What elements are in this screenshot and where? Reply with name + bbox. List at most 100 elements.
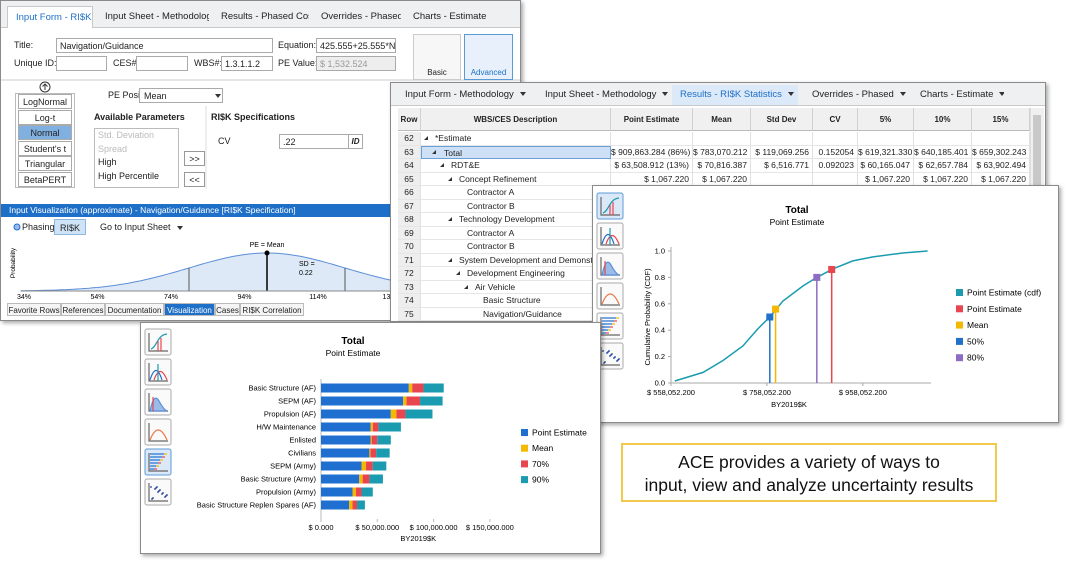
y-tick-label: 0.8 <box>655 273 665 282</box>
distribution-button[interactable]: Log-t <box>18 109 72 125</box>
column-header: Std Dev <box>751 108 813 131</box>
tab[interactable]: Overrides - Phased <box>313 6 401 28</box>
bottom-tab[interactable]: References <box>61 303 105 316</box>
icon-glyph <box>611 353 613 355</box>
bar-segment <box>376 448 390 458</box>
text-field[interactable]: $ 1,532.524 <box>316 56 396 71</box>
table-cell <box>611 132 693 146</box>
bar-segment <box>405 409 433 419</box>
bar-segment <box>423 383 444 393</box>
table-cell: Contractor A <box>421 226 611 240</box>
x-tick-label: $ 50,000.000 <box>355 523 399 532</box>
tab[interactable]: Input Form - RI$K <box>7 6 93 28</box>
move-button[interactable]: << <box>184 172 205 187</box>
bottom-tab[interactable]: Documentation <box>105 303 164 316</box>
callout-line: ACE provides a variety of ways to <box>678 452 940 472</box>
x-axis-label: BY2019$K <box>771 400 807 409</box>
bar-segment <box>321 435 371 445</box>
column-header: 15% <box>972 108 1030 131</box>
table-cell: 75 <box>398 307 421 321</box>
label: Input Sheet - Methodology <box>545 89 657 100</box>
chart-title: Total <box>785 205 808 216</box>
table-cell: $ 659,302.243 <box>972 145 1030 159</box>
tab[interactable]: Input Sheet - Methodology <box>537 85 669 105</box>
distribution-button[interactable]: LogNormal <box>18 94 72 109</box>
legend-swatch <box>956 305 963 313</box>
parameter-item[interactable]: Std. Deviation <box>98 130 155 140</box>
label: Unique ID: <box>14 58 56 68</box>
bottom-tab[interactable]: Cases <box>215 303 240 316</box>
y-axis-label: Probability <box>10 247 17 278</box>
bar-chart-window: Total Point Estimate $ 0.000 $ 50,000.000 $ … <box>140 322 601 554</box>
bar-segment <box>321 422 371 432</box>
icon-glyph <box>601 293 620 305</box>
tab[interactable]: Charts - Estimate <box>405 6 491 28</box>
x-tick-label: $ 558,052.200 <box>647 388 695 397</box>
parameter-item[interactable]: High Percentile <box>98 170 160 181</box>
tab[interactable]: Results - Phased Costs <box>213 6 309 28</box>
table-cell: $ 783,070.212 <box>693 145 751 159</box>
table-cell: 0.152054 <box>813 145 858 159</box>
label: Input Sheet - Methodology <box>105 11 209 22</box>
chart-subtitle: Point Estimate <box>326 348 381 358</box>
text-field[interactable]: 1.3.1.1.2 <box>221 56 273 71</box>
distribution-button[interactable]: Triangular <box>18 156 72 171</box>
distribution-button[interactable]: Normal <box>18 125 72 140</box>
x-axis-label: BY2019$K <box>400 534 436 543</box>
x-label: 114% <box>309 294 326 301</box>
parameter-item[interactable]: High <box>98 157 117 167</box>
text-field[interactable]: .22 <box>279 134 363 149</box>
icon-glyph <box>156 486 158 488</box>
bar-segment <box>352 487 356 497</box>
text-field[interactable] <box>56 56 107 71</box>
tab[interactable]: Results - RI$K Statistics <box>672 85 798 105</box>
select[interactable]: Mean <box>139 88 223 103</box>
text-field[interactable] <box>136 56 188 71</box>
label: Input Form - Methodology <box>405 89 514 100</box>
text-field[interactable]: 425.555+25.555*NavV <box>316 38 396 53</box>
callout-line: input, view and analyze uncertainty resu… <box>644 475 974 495</box>
view-tab[interactable]: RI$K <box>54 219 86 235</box>
legend-swatch <box>521 460 528 468</box>
x-tick-label: $ 958,052.200 <box>839 388 887 397</box>
table-cell: 73 <box>398 280 421 294</box>
category-label: Propulsion (Army) <box>256 488 317 497</box>
icon-glyph <box>148 423 168 442</box>
label: Overrides - Phased <box>321 11 401 22</box>
parameter-item[interactable]: Spread <box>98 143 128 154</box>
section-title: RI$K Specifications <box>211 112 296 122</box>
view-icon <box>596 282 624 310</box>
bar-segment <box>362 474 370 484</box>
table-cell: 67 <box>398 199 421 213</box>
go-to-button[interactable]: Go to Input Sheet <box>100 220 190 235</box>
text-field[interactable]: Navigation/Guidance <box>56 38 273 53</box>
icon-glyph <box>600 347 620 366</box>
table-cell: $ 909,863.284 (86%) <box>611 145 693 159</box>
column-header: Point Estimate <box>611 108 693 131</box>
cdf-chart-window: Total Point Estimate 0.0 0.2 0.4 0.6 0.8 1.0 $ 5… <box>592 185 1059 423</box>
table-cell: Development Engineering <box>421 267 611 281</box>
tab[interactable]: Charts - Estimate <box>912 85 1004 105</box>
bar-segment <box>321 383 409 393</box>
view-tab[interactable]: Phasing <box>22 222 54 232</box>
bottom-tab[interactable]: RI$K Correlation <box>240 303 304 316</box>
table-cell: Contractor B <box>421 240 611 254</box>
move-button[interactable]: >> <box>184 151 205 166</box>
distribution-button[interactable]: Student's t <box>18 140 72 156</box>
mode-button[interactable] <box>464 34 513 80</box>
icon-glyph <box>605 234 620 245</box>
up-button <box>42 83 48 90</box>
tab[interactable]: Input Form - Methodology <box>397 85 529 105</box>
icon-glyph <box>600 197 620 216</box>
distribution-button[interactable]: BetaPERT <box>18 171 72 187</box>
tab[interactable]: Input Sheet - Methodology <box>97 6 209 28</box>
mode-button[interactable] <box>413 34 461 80</box>
table-cell: 70 <box>398 240 421 254</box>
bottom-tab[interactable]: Favorite Rows <box>7 303 61 316</box>
x-label: 74% <box>164 294 178 301</box>
tab[interactable]: Overrides - Phased <box>804 85 908 105</box>
table-cell: RDT&E <box>421 159 611 173</box>
bottom-tab[interactable]: Visualization <box>164 303 215 316</box>
